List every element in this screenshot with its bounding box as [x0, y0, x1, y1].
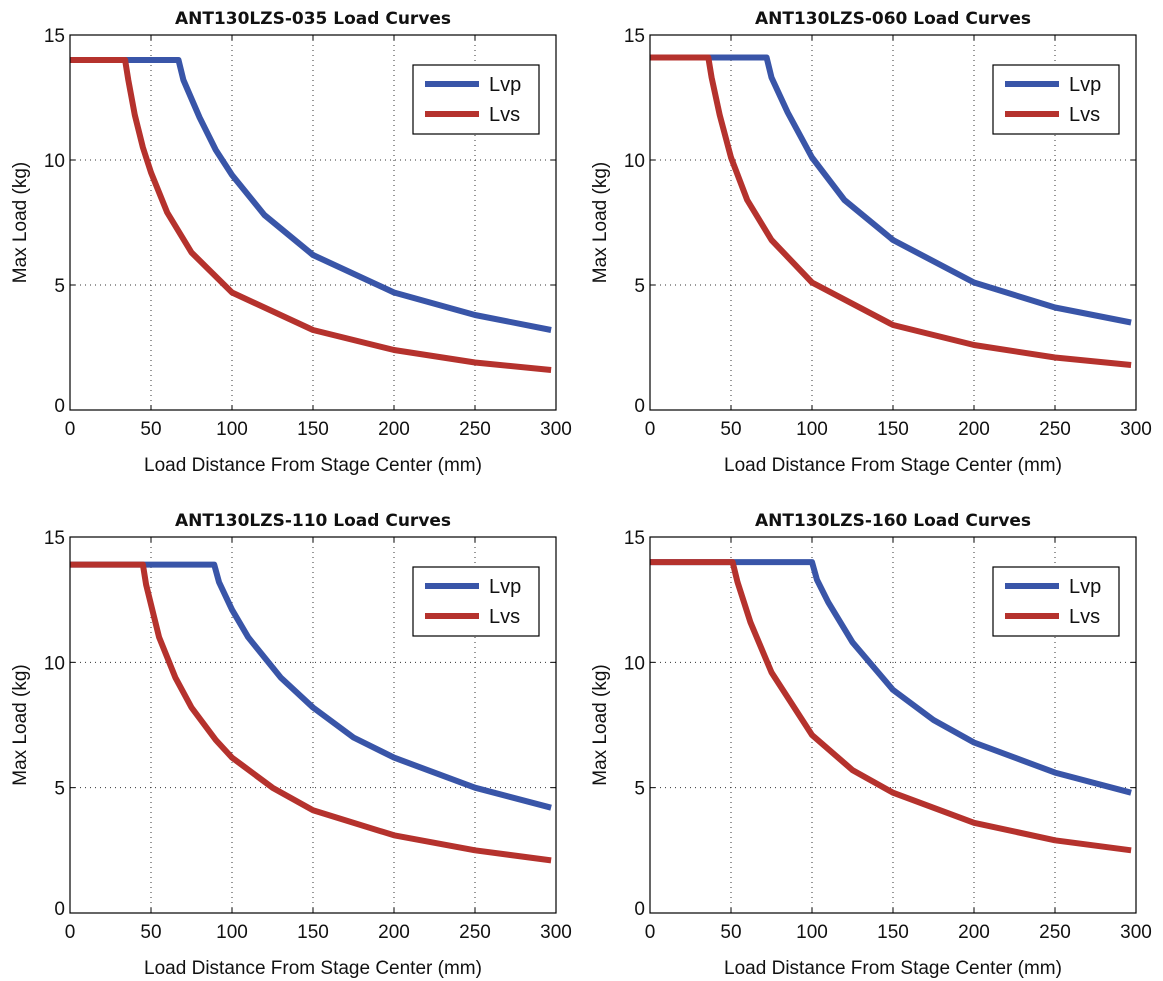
legend-label-lvp: Lvp [1069, 74, 1101, 96]
series-line-lvs [70, 57, 552, 373]
x-tick-label: 50 [720, 922, 741, 943]
chart-title: ANT130LZS-160 Load Curves [755, 511, 1031, 531]
y-tick-label: 0 [634, 899, 645, 920]
y-axis-label: Max Load (kg) [10, 664, 31, 785]
chart-title: ANT130LZS-060 Load Curves [755, 9, 1031, 29]
chart-title: ANT130LZS-110 Load Curves [175, 511, 451, 531]
x-axis-label: Load Distance From Stage Center (mm) [724, 958, 1062, 979]
x-tick-label: 50 [140, 419, 161, 440]
x-tick-label: 100 [216, 419, 248, 440]
series-line-lvp [70, 561, 552, 811]
grid-lines [650, 537, 1136, 913]
y-tick-label: 5 [54, 779, 65, 800]
x-tick-label: 200 [958, 419, 990, 440]
x-tick-label: 250 [1039, 922, 1071, 943]
x-axis-label: Load Distance From Stage Center (mm) [144, 455, 482, 476]
x-tick-label: 0 [645, 922, 656, 943]
x-tick-label: 0 [65, 922, 76, 943]
x-tick-label: 100 [796, 922, 828, 943]
x-tick-label: 50 [140, 922, 161, 943]
legend-box [412, 566, 540, 637]
x-tick-label: 0 [645, 419, 656, 440]
legend-label-lvs: Lvs [1069, 104, 1100, 126]
x-tick-label: 300 [1120, 419, 1152, 440]
series-line-lvs [70, 561, 552, 864]
y-tick-label: 15 [44, 528, 65, 549]
legend: Lvp Lvs [992, 566, 1120, 637]
x-tick-label: 150 [877, 419, 909, 440]
y-tick-label: 5 [634, 276, 645, 297]
y-tick-label: 15 [624, 26, 645, 47]
x-tick-label: 300 [540, 419, 572, 440]
x-tick-label: 200 [378, 922, 410, 943]
y-tick-label: 10 [44, 653, 65, 674]
legend-label-lvp: Lvp [1069, 576, 1101, 598]
x-tick-label: 200 [378, 419, 410, 440]
y-axis-label: Max Load (kg) [10, 162, 31, 283]
y-axis-label: Max Load (kg) [590, 664, 611, 785]
chart-title: ANT130LZS-035 Load Curves [175, 9, 451, 29]
x-tick-label: 150 [297, 419, 329, 440]
x-tick-label: 150 [877, 922, 909, 943]
y-tick-label: 0 [634, 396, 645, 417]
legend-box [992, 64, 1120, 135]
x-tick-label: 300 [1120, 922, 1152, 943]
legend-label-lvp: Lvp [489, 576, 521, 598]
x-tick-label: 250 [459, 922, 491, 943]
x-tick-label: 0 [65, 419, 76, 440]
x-tick-label: 300 [540, 922, 572, 943]
series-line-lvp [650, 559, 1132, 796]
x-tick-label: 200 [958, 922, 990, 943]
y-tick-label: 10 [624, 151, 645, 172]
x-tick-label: 150 [297, 922, 329, 943]
legend: Lvp Lvs [412, 566, 540, 637]
series-line-lvp [70, 57, 552, 333]
series-line-lvs [650, 54, 1132, 368]
legend-label-lvs: Lvs [489, 104, 520, 126]
y-tick-label: 15 [44, 26, 65, 47]
legend-box [992, 566, 1120, 637]
x-tick-label: 250 [459, 419, 491, 440]
x-axis-label: Load Distance From Stage Center (mm) [724, 455, 1062, 476]
y-tick-label: 0 [54, 396, 65, 417]
y-tick-label: 15 [624, 528, 645, 549]
x-tick-label: 250 [1039, 419, 1071, 440]
legend-label-lvp: Lvp [489, 74, 521, 96]
x-axis-label: Load Distance From Stage Center (mm) [144, 958, 482, 979]
y-tick-label: 5 [54, 276, 65, 297]
legend-box [412, 64, 540, 135]
x-tick-label: 100 [796, 419, 828, 440]
series-line-lvp [650, 54, 1132, 326]
x-tick-label: 50 [720, 419, 741, 440]
grid-lines [70, 35, 556, 410]
y-tick-label: 0 [54, 899, 65, 920]
legend: Lvp Lvs [992, 64, 1120, 135]
x-tick-label: 100 [216, 922, 248, 943]
legend-label-lvs: Lvs [489, 606, 520, 628]
y-tick-label: 5 [634, 779, 645, 800]
legend: Lvp Lvs [412, 64, 540, 135]
y-axis-label: Max Load (kg) [590, 162, 611, 283]
y-tick-label: 10 [44, 151, 65, 172]
legend-label-lvs: Lvs [1069, 606, 1100, 628]
series-line-lvs [650, 559, 1132, 854]
y-tick-label: 10 [624, 653, 645, 674]
